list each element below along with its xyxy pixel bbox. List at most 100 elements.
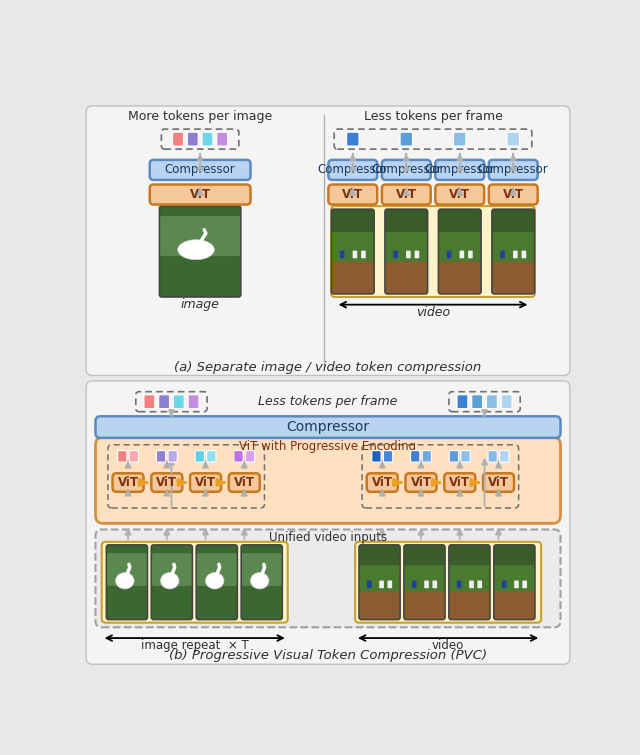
FancyBboxPatch shape	[404, 565, 444, 591]
FancyBboxPatch shape	[207, 451, 216, 462]
FancyBboxPatch shape	[107, 553, 147, 586]
FancyBboxPatch shape	[347, 132, 359, 146]
FancyBboxPatch shape	[415, 251, 419, 258]
FancyBboxPatch shape	[435, 160, 484, 180]
FancyBboxPatch shape	[360, 590, 399, 619]
Text: video: video	[432, 639, 464, 652]
FancyBboxPatch shape	[439, 232, 480, 262]
Text: Compressor: Compressor	[424, 163, 495, 177]
FancyBboxPatch shape	[332, 209, 374, 294]
FancyBboxPatch shape	[242, 553, 282, 586]
FancyBboxPatch shape	[450, 565, 489, 591]
FancyBboxPatch shape	[513, 251, 518, 258]
FancyBboxPatch shape	[438, 209, 481, 294]
Ellipse shape	[250, 572, 269, 589]
FancyBboxPatch shape	[450, 590, 489, 619]
FancyBboxPatch shape	[483, 473, 514, 492]
FancyBboxPatch shape	[152, 553, 191, 586]
FancyBboxPatch shape	[367, 473, 397, 492]
Text: ViT: ViT	[189, 188, 211, 201]
FancyBboxPatch shape	[196, 545, 237, 620]
FancyBboxPatch shape	[468, 251, 473, 258]
FancyBboxPatch shape	[522, 251, 526, 258]
FancyBboxPatch shape	[449, 545, 490, 620]
Text: Compressor: Compressor	[371, 163, 442, 177]
FancyBboxPatch shape	[404, 545, 445, 620]
Text: (b) Progressive Visual Token Compression (PVC): (b) Progressive Visual Token Compression…	[169, 649, 487, 661]
FancyBboxPatch shape	[367, 581, 372, 588]
FancyBboxPatch shape	[197, 553, 237, 586]
FancyBboxPatch shape	[469, 581, 474, 588]
FancyBboxPatch shape	[457, 581, 461, 588]
FancyBboxPatch shape	[382, 160, 431, 180]
FancyBboxPatch shape	[495, 565, 534, 591]
Text: More tokens per image: More tokens per image	[128, 110, 272, 123]
Text: ViT: ViT	[449, 188, 470, 201]
Text: Less tokens per frame: Less tokens per frame	[259, 395, 397, 408]
FancyBboxPatch shape	[433, 581, 437, 588]
FancyBboxPatch shape	[102, 542, 288, 623]
FancyBboxPatch shape	[86, 106, 570, 375]
Text: Compressor: Compressor	[478, 163, 548, 177]
FancyBboxPatch shape	[332, 261, 373, 293]
Text: Less tokens per frame: Less tokens per frame	[364, 110, 502, 123]
FancyBboxPatch shape	[495, 590, 534, 619]
FancyBboxPatch shape	[501, 395, 512, 408]
FancyBboxPatch shape	[382, 184, 431, 205]
Text: ViT: ViT	[503, 188, 524, 201]
Ellipse shape	[161, 572, 179, 589]
FancyBboxPatch shape	[332, 232, 373, 262]
FancyBboxPatch shape	[507, 132, 520, 146]
FancyBboxPatch shape	[410, 451, 420, 462]
FancyBboxPatch shape	[493, 261, 534, 293]
FancyBboxPatch shape	[159, 206, 241, 297]
FancyBboxPatch shape	[494, 545, 535, 620]
FancyBboxPatch shape	[144, 395, 155, 408]
FancyBboxPatch shape	[492, 209, 534, 294]
Text: Compressor: Compressor	[287, 420, 369, 434]
FancyBboxPatch shape	[150, 160, 250, 180]
FancyBboxPatch shape	[118, 451, 127, 462]
FancyBboxPatch shape	[151, 545, 193, 620]
Text: ViT: ViT	[234, 476, 255, 489]
FancyBboxPatch shape	[173, 395, 184, 408]
FancyBboxPatch shape	[383, 451, 393, 462]
FancyBboxPatch shape	[489, 184, 538, 205]
FancyBboxPatch shape	[500, 251, 505, 258]
FancyBboxPatch shape	[488, 451, 497, 462]
FancyBboxPatch shape	[435, 184, 484, 205]
Text: ViT: ViT	[410, 476, 431, 489]
Text: Unified video inputs: Unified video inputs	[269, 531, 387, 544]
FancyBboxPatch shape	[394, 251, 398, 258]
FancyBboxPatch shape	[386, 261, 427, 293]
FancyBboxPatch shape	[188, 132, 198, 146]
FancyBboxPatch shape	[246, 451, 255, 462]
FancyBboxPatch shape	[422, 451, 431, 462]
Text: video: video	[416, 306, 450, 319]
FancyBboxPatch shape	[241, 545, 282, 620]
FancyBboxPatch shape	[190, 473, 221, 492]
FancyBboxPatch shape	[173, 132, 184, 146]
FancyBboxPatch shape	[106, 545, 147, 620]
FancyBboxPatch shape	[156, 451, 166, 462]
FancyBboxPatch shape	[328, 184, 377, 205]
Text: ViT: ViT	[372, 476, 393, 489]
FancyBboxPatch shape	[160, 216, 240, 256]
FancyBboxPatch shape	[217, 132, 228, 146]
Text: ViT: ViT	[195, 476, 216, 489]
FancyBboxPatch shape	[195, 451, 204, 462]
FancyBboxPatch shape	[400, 132, 412, 146]
FancyBboxPatch shape	[95, 416, 561, 438]
FancyBboxPatch shape	[444, 473, 476, 492]
FancyBboxPatch shape	[406, 473, 436, 492]
FancyBboxPatch shape	[502, 581, 506, 588]
FancyBboxPatch shape	[460, 251, 464, 258]
Text: ViT: ViT	[156, 476, 177, 489]
Text: ViT with Progressive Encoding: ViT with Progressive Encoding	[239, 440, 417, 453]
FancyBboxPatch shape	[355, 542, 541, 623]
FancyBboxPatch shape	[360, 565, 399, 591]
FancyBboxPatch shape	[457, 395, 468, 408]
FancyBboxPatch shape	[385, 209, 428, 294]
FancyBboxPatch shape	[159, 395, 170, 408]
Text: image: image	[180, 298, 220, 311]
